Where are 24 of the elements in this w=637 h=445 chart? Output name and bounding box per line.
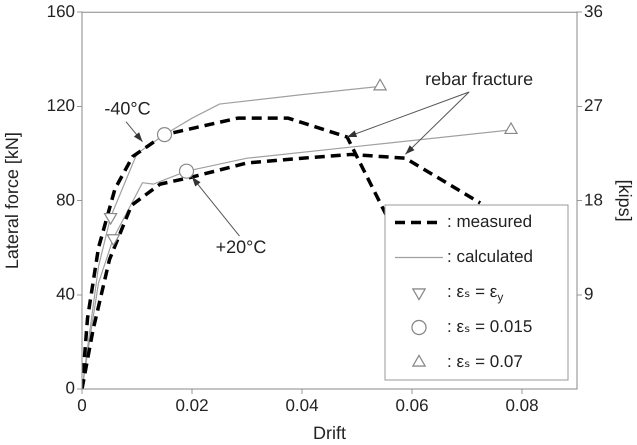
x-tick-label: 0.04 bbox=[285, 396, 319, 415]
y-tick-label: 40 bbox=[56, 284, 75, 304]
annotation: +20°C bbox=[216, 237, 266, 258]
y-tick-label: 160 bbox=[46, 2, 75, 21]
x-tick-label: 0.08 bbox=[505, 396, 539, 415]
y2-tick-label: 9 bbox=[584, 284, 594, 304]
x-tick-label: 0.02 bbox=[175, 396, 209, 415]
legend-label: : εₛ = 0.015 bbox=[447, 317, 532, 336]
y-tick-label: 80 bbox=[56, 190, 75, 210]
legend-label: : εₛ = 0.07 bbox=[447, 352, 523, 372]
legend-label: : calculated bbox=[447, 247, 533, 266]
annotation: -40°C bbox=[104, 98, 151, 119]
x-axis-title: Drift bbox=[313, 423, 346, 444]
y2-tick-label: 27 bbox=[584, 96, 603, 116]
y-tick-label: 0 bbox=[66, 378, 75, 398]
y2-tick-label: 36 bbox=[584, 2, 603, 21]
y-axis-title: Lateral force [kN] bbox=[2, 132, 22, 270]
x-tick-label: 0 bbox=[77, 396, 87, 415]
x-tick-label: 0.06 bbox=[395, 396, 429, 415]
y-tick-label: 120 bbox=[46, 96, 75, 116]
y2-axis-title: [kips] bbox=[615, 180, 636, 222]
legend-label: : measured bbox=[447, 212, 532, 232]
annotation: rebar fracture bbox=[425, 68, 534, 89]
y2-tick-label: 18 bbox=[584, 190, 603, 210]
